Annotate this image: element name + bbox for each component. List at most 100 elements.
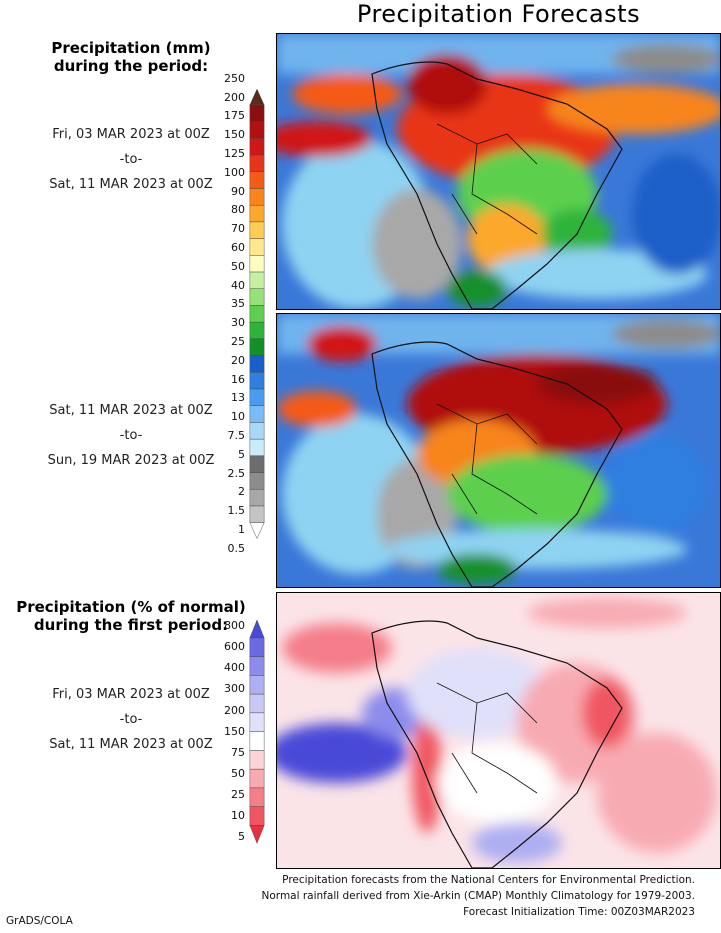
colorbar-tick-label: 800: [224, 619, 245, 633]
panel3-heading-line2: during the first period:: [33, 616, 229, 634]
colorbar-segment: [249, 675, 265, 695]
colorbar-tick-label: 600: [224, 640, 245, 654]
period-end: Sat, 11 MAR 2023 at 00Z: [49, 737, 213, 752]
colorbar-tick-label: 5: [238, 830, 245, 844]
colorbar-tick-label: 16: [231, 372, 245, 386]
percent-normal-map: [276, 592, 721, 869]
panel2-period: Sat, 11 MAR 2023 at 00Z -to- Sun, 19 MAR…: [0, 398, 262, 473]
colorbar-segment: [249, 238, 265, 256]
continent-outline: [371, 341, 623, 587]
colorbar-tick-label: 250: [224, 71, 245, 85]
colorbar-bottom-arrow: [249, 522, 265, 540]
colorbar-tick-label: 200: [224, 703, 245, 717]
colorbar-tick-label: 0.5: [227, 541, 246, 555]
footer-line3: Forecast Initialization Time: 00Z03MAR20…: [463, 906, 695, 918]
colorbar-tick-label: 1: [238, 523, 245, 536]
colorbar-tick-label: 60: [231, 241, 245, 254]
colorbar-tick-label: 50: [231, 259, 245, 273]
colorbar-segment: [249, 121, 265, 139]
colorbar-tick-label: 70: [231, 222, 245, 236]
colorbar-segment: [249, 188, 265, 206]
colorbar-segment: [249, 806, 265, 826]
colorbar-tick-label: 150: [224, 724, 245, 738]
grads-credit: GrADS/COLA: [6, 915, 73, 927]
colorbar-tick-label: 80: [231, 203, 245, 217]
colorbar-tick-label: 200: [224, 90, 245, 104]
colorbar-top-arrow: [249, 88, 265, 106]
panel3-heading-line1: Precipitation (% of normal): [16, 598, 246, 616]
colorbar-segment: [249, 750, 265, 770]
colorbar-segment: [249, 154, 265, 172]
period-to: -to-: [119, 712, 143, 727]
colorbar-bottom-arrow: [249, 825, 265, 844]
colorbar-segment: [249, 768, 265, 789]
colorbar-tick-label: 2: [238, 485, 245, 499]
colorbar-segment: [249, 712, 265, 732]
colorbar-segment: [249, 422, 265, 440]
colorbar-segment: [249, 693, 265, 714]
colorbar-tick-label: 5: [238, 447, 245, 461]
colorbar-segment: [249, 321, 265, 340]
footer-line1: Precipitation forecasts from the Nationa…: [282, 874, 695, 886]
forecast-map-period1: [276, 33, 721, 310]
colorbar-segment: [249, 221, 265, 239]
colorbar-tick-label: 25: [231, 335, 245, 348]
colorbar-segment: [249, 438, 265, 457]
colorbar-tick-label: 10: [231, 809, 245, 822]
colorbar-segment: [249, 787, 265, 807]
colorbar-top-arrow: [249, 619, 265, 639]
colorbar-segment: [249, 372, 265, 390]
colorbar-segment: [249, 455, 265, 473]
colorbar-segment: [249, 255, 265, 273]
period-end: Sat, 11 MAR 2023 at 00Z: [49, 177, 213, 192]
colorbar-segment: [249, 271, 265, 289]
panel1-heading-line2: during the period:: [53, 57, 209, 75]
colorbar-segment: [249, 731, 265, 751]
colorbar-tick-label: 1.5: [227, 504, 246, 518]
colorbar-tick-label: 90: [231, 184, 245, 198]
colorbar-tick-label: 40: [231, 278, 245, 292]
colorbar-tick-label: 150: [224, 128, 245, 142]
colorbar-segment: [249, 138, 265, 156]
continent-outline: [371, 61, 623, 309]
percent-normal-colorbar: [249, 619, 265, 844]
footer-notes: Precipitation forecasts from the Nationa…: [262, 872, 695, 920]
precipitation-mm-colorbar: [249, 88, 265, 540]
period-end: Sun, 19 MAR 2023 at 00Z: [47, 453, 215, 468]
colorbar-tick-label: 75: [231, 745, 245, 759]
colorbar-segment: [249, 204, 265, 223]
colorbar-segment: [249, 338, 265, 356]
panel1-period: Fri, 03 MAR 2023 at 00Z -to- Sat, 11 MAR…: [0, 122, 262, 197]
colorbar-tick-label: 50: [231, 766, 245, 780]
forecast-map-period2: [276, 313, 721, 588]
colorbar-tick-label: 35: [231, 297, 245, 311]
colorbar-segment: [249, 171, 265, 189]
colorbar-segment: [249, 288, 265, 306]
colorbar-tick-label: 2.5: [227, 466, 246, 480]
colorbar-segment: [249, 405, 265, 423]
colorbar-tick-label: 25: [231, 787, 245, 801]
panel1-heading: Precipitation (mm) during the period:: [0, 39, 262, 75]
colorbar-segment: [249, 472, 265, 490]
period-start: Fri, 03 MAR 2023 at 00Z: [52, 687, 210, 702]
period-start: Sat, 11 MAR 2023 at 00Z: [49, 403, 213, 418]
colorbar-segment: [249, 104, 265, 122]
panel3-heading: Precipitation (% of normal) during the f…: [0, 598, 262, 634]
colorbar-segment: [249, 489, 265, 507]
colorbar-tick-label: 100: [224, 165, 245, 179]
period-to: -to-: [119, 152, 143, 167]
colorbar-tick-label: 300: [224, 682, 245, 696]
colorbar-segment: [249, 505, 265, 523]
colorbar-tick-label: 20: [231, 353, 245, 367]
period-start: Fri, 03 MAR 2023 at 00Z: [52, 127, 210, 142]
colorbar-tick-label: 30: [231, 316, 245, 330]
panel1-heading-line1: Precipitation (mm): [51, 39, 211, 57]
colorbar-tick-label: 175: [224, 109, 245, 123]
panel3-period: Fri, 03 MAR 2023 at 00Z -to- Sat, 11 MAR…: [0, 682, 262, 757]
colorbar-segment: [249, 388, 265, 406]
colorbar-segment: [249, 656, 265, 676]
colorbar-segment: [249, 355, 265, 373]
period-to: -to-: [119, 428, 143, 443]
colorbar-segment: [249, 637, 265, 657]
continent-outline: [371, 620, 623, 868]
